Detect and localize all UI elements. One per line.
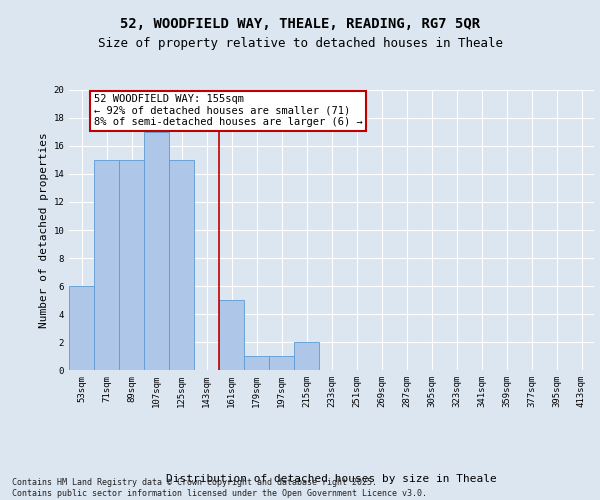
- Bar: [119, 160, 144, 370]
- Bar: [244, 356, 269, 370]
- X-axis label: Distribution of detached houses by size in Theale: Distribution of detached houses by size …: [166, 474, 497, 484]
- Bar: [69, 286, 94, 370]
- Bar: [144, 132, 169, 370]
- Text: Size of property relative to detached houses in Theale: Size of property relative to detached ho…: [97, 38, 503, 51]
- Bar: [294, 342, 319, 370]
- Y-axis label: Number of detached properties: Number of detached properties: [39, 132, 49, 328]
- Text: Contains HM Land Registry data © Crown copyright and database right 2025.
Contai: Contains HM Land Registry data © Crown c…: [12, 478, 427, 498]
- Text: 52, WOODFIELD WAY, THEALE, READING, RG7 5QR: 52, WOODFIELD WAY, THEALE, READING, RG7 …: [120, 18, 480, 32]
- Bar: [219, 300, 244, 370]
- Bar: [169, 160, 194, 370]
- Bar: [94, 160, 119, 370]
- Text: 52 WOODFIELD WAY: 155sqm
← 92% of detached houses are smaller (71)
8% of semi-de: 52 WOODFIELD WAY: 155sqm ← 92% of detach…: [94, 94, 363, 128]
- Bar: [269, 356, 294, 370]
